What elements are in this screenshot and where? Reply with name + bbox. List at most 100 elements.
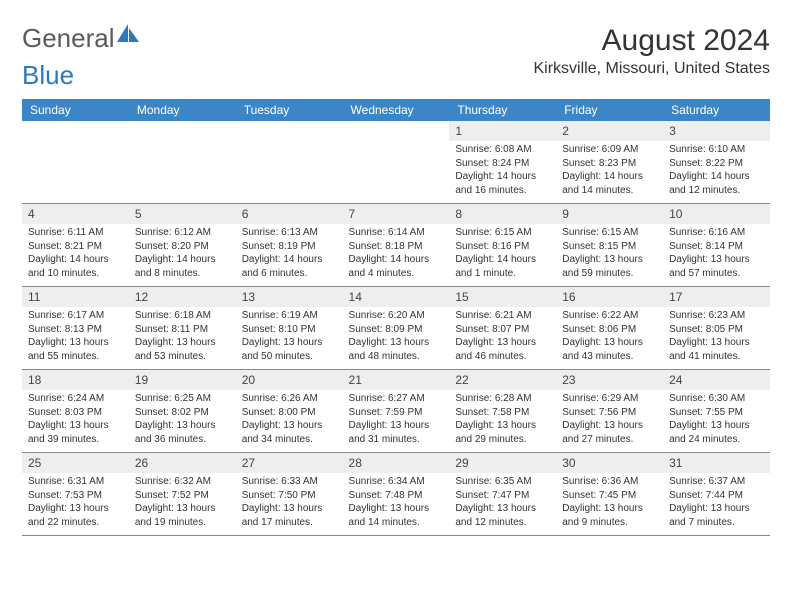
sunrise-text: Sunrise: 6:09 AM <box>562 143 657 157</box>
day-data: Sunrise: 6:18 AMSunset: 8:11 PMDaylight:… <box>129 307 236 369</box>
sunset-text: Sunset: 7:58 PM <box>455 406 550 420</box>
calendar-week-row: 25Sunrise: 6:31 AMSunset: 7:53 PMDayligh… <box>22 453 770 536</box>
day-number: 5 <box>129 204 236 224</box>
day-data: Sunrise: 6:15 AMSunset: 8:15 PMDaylight:… <box>556 224 663 286</box>
calendar-day-cell: 26Sunrise: 6:32 AMSunset: 7:52 PMDayligh… <box>129 453 236 536</box>
day-data: Sunrise: 6:20 AMSunset: 8:09 PMDaylight:… <box>343 307 450 369</box>
day-number: 19 <box>129 370 236 390</box>
sunrise-text: Sunrise: 6:30 AM <box>669 392 764 406</box>
daylight-text: Daylight: 13 hours and 22 minutes. <box>28 502 123 529</box>
day-data: Sunrise: 6:09 AMSunset: 8:23 PMDaylight:… <box>556 141 663 203</box>
logo-text-blue: Blue <box>22 60 770 91</box>
sunrise-text: Sunrise: 6:26 AM <box>242 392 337 406</box>
sunset-text: Sunset: 7:55 PM <box>669 406 764 420</box>
calendar-day-cell: 30Sunrise: 6:36 AMSunset: 7:45 PMDayligh… <box>556 453 663 536</box>
sunset-text: Sunset: 8:03 PM <box>28 406 123 420</box>
day-number: 4 <box>22 204 129 224</box>
daylight-text: Daylight: 14 hours and 4 minutes. <box>349 253 444 280</box>
sunrise-text: Sunrise: 6:23 AM <box>669 309 764 323</box>
sail-icon <box>117 24 139 42</box>
calendar-week-row: 1Sunrise: 6:08 AMSunset: 8:24 PMDaylight… <box>22 121 770 204</box>
calendar-week-row: 18Sunrise: 6:24 AMSunset: 8:03 PMDayligh… <box>22 370 770 453</box>
calendar-day-cell: 19 Sunrise: 6:25 AMSunset: 8:02 PMDayligh… <box>129 370 236 453</box>
daylight-text: Daylight: 13 hours and 36 minutes. <box>135 419 230 446</box>
sunrise-text: Sunrise: 6:21 AM <box>455 309 550 323</box>
day-number <box>236 121 343 127</box>
sunrise-text: Sunrise: 6:11 AM <box>28 226 123 240</box>
day-number: 25 <box>22 453 129 473</box>
sunset-text: Sunset: 8:15 PM <box>562 240 657 254</box>
daylight-text: Daylight: 14 hours and 10 minutes. <box>28 253 123 280</box>
sunset-text: Sunset: 8:16 PM <box>455 240 550 254</box>
sunrise-text: Sunrise: 6:25 AM <box>135 392 230 406</box>
sunrise-text: Sunrise: 6:20 AM <box>349 309 444 323</box>
calendar-day-cell <box>343 121 450 204</box>
sunset-text: Sunset: 8:20 PM <box>135 240 230 254</box>
sunset-text: Sunset: 7:45 PM <box>562 489 657 503</box>
day-number: 13 <box>236 287 343 307</box>
day-data: Sunrise: 6:26 AMSunset: 8:00 PMDaylight:… <box>236 390 343 452</box>
sunrise-text: Sunrise: 6:28 AM <box>455 392 550 406</box>
sunrise-text: Sunrise: 6:19 AM <box>242 309 337 323</box>
sunset-text: Sunset: 7:50 PM <box>242 489 337 503</box>
daylight-text: Daylight: 13 hours and 53 minutes. <box>135 336 230 363</box>
day-number: 29 <box>449 453 556 473</box>
day-data: Sunrise: 6:32 AMSunset: 7:52 PMDaylight:… <box>129 473 236 535</box>
day-number: 14 <box>343 287 450 307</box>
day-number: 8 <box>449 204 556 224</box>
sunrise-text: Sunrise: 6:13 AM <box>242 226 337 240</box>
sunset-text: Sunset: 8:24 PM <box>455 157 550 171</box>
day-data: Sunrise: 6:10 AMSunset: 8:22 PMDaylight:… <box>663 141 770 203</box>
sunrise-text: Sunrise: 6:17 AM <box>28 309 123 323</box>
sunset-text: Sunset: 8:11 PM <box>135 323 230 337</box>
calendar-day-cell <box>129 121 236 204</box>
calendar-day-cell: 17Sunrise: 6:23 AMSunset: 8:05 PMDayligh… <box>663 287 770 370</box>
daylight-text: Daylight: 13 hours and 59 minutes. <box>562 253 657 280</box>
day-data: Sunrise: 6:12 AMSunset: 8:20 PMDaylight:… <box>129 224 236 286</box>
calendar-day-cell: 20Sunrise: 6:26 AMSunset: 8:00 PMDayligh… <box>236 370 343 453</box>
daylight-text: Daylight: 13 hours and 27 minutes. <box>562 419 657 446</box>
day-number: 18 <box>22 370 129 390</box>
sunrise-text: Sunrise: 6:27 AM <box>349 392 444 406</box>
daylight-text: Daylight: 13 hours and 29 minutes. <box>455 419 550 446</box>
calendar-day-cell: 28Sunrise: 6:34 AMSunset: 7:48 PMDayligh… <box>343 453 450 536</box>
sunrise-text: Sunrise: 6:18 AM <box>135 309 230 323</box>
daylight-text: Daylight: 13 hours and 24 minutes. <box>669 419 764 446</box>
day-data: Sunrise: 6:08 AMSunset: 8:24 PMDaylight:… <box>449 141 556 203</box>
sunrise-text: Sunrise: 6:15 AM <box>455 226 550 240</box>
daylight-text: Daylight: 13 hours and 17 minutes. <box>242 502 337 529</box>
day-number: 17 <box>663 287 770 307</box>
daylight-text: Daylight: 13 hours and 34 minutes. <box>242 419 337 446</box>
day-number <box>343 121 450 127</box>
day-number: 16 <box>556 287 663 307</box>
daylight-text: Daylight: 13 hours and 50 minutes. <box>242 336 337 363</box>
daylight-text: Daylight: 13 hours and 39 minutes. <box>28 419 123 446</box>
sunrise-text: Sunrise: 6:34 AM <box>349 475 444 489</box>
calendar-day-cell <box>236 121 343 204</box>
day-number: 2 <box>556 121 663 141</box>
day-data: Sunrise: 6:23 AMSunset: 8:05 PMDaylight:… <box>663 307 770 369</box>
calendar-day-cell: 31Sunrise: 6:37 AMSunset: 7:44 PMDayligh… <box>663 453 770 536</box>
day-number: 28 <box>343 453 450 473</box>
sunset-text: Sunset: 7:56 PM <box>562 406 657 420</box>
sunset-text: Sunset: 8:02 PM <box>135 406 230 420</box>
sunset-text: Sunset: 7:59 PM <box>349 406 444 420</box>
sunset-text: Sunset: 8:21 PM <box>28 240 123 254</box>
calendar-day-cell: 10Sunrise: 6:16 AMSunset: 8:14 PMDayligh… <box>663 204 770 287</box>
daylight-text: Daylight: 13 hours and 41 minutes. <box>669 336 764 363</box>
day-data: Sunrise: 6:37 AMSunset: 7:44 PMDaylight:… <box>663 473 770 535</box>
sunset-text: Sunset: 8:05 PM <box>669 323 764 337</box>
daylight-text: Daylight: 14 hours and 14 minutes. <box>562 170 657 197</box>
daylight-text: Daylight: 14 hours and 12 minutes. <box>669 170 764 197</box>
day-number: 23 <box>556 370 663 390</box>
sunset-text: Sunset: 8:22 PM <box>669 157 764 171</box>
calendar-day-cell: 27Sunrise: 6:33 AMSunset: 7:50 PMDayligh… <box>236 453 343 536</box>
daylight-text: Daylight: 13 hours and 12 minutes. <box>455 502 550 529</box>
sunset-text: Sunset: 8:14 PM <box>669 240 764 254</box>
day-number: 22 <box>449 370 556 390</box>
day-number: 26 <box>129 453 236 473</box>
month-title: August 2024 <box>533 24 770 58</box>
calendar-day-cell: 16Sunrise: 6:22 AMSunset: 8:06 PMDayligh… <box>556 287 663 370</box>
sunrise-text: Sunrise: 6:12 AM <box>135 226 230 240</box>
sunrise-text: Sunrise: 6:10 AM <box>669 143 764 157</box>
